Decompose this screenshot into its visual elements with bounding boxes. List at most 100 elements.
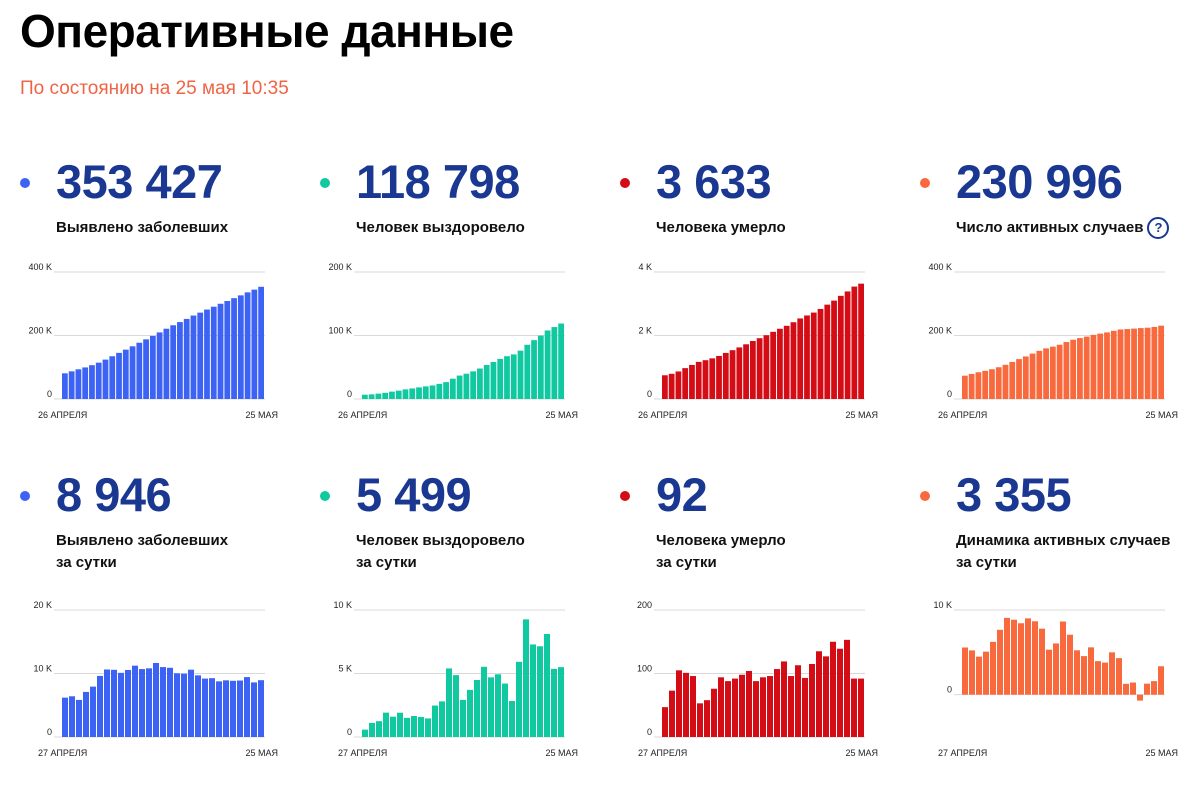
help-icon[interactable]: ? <box>1147 217 1170 240</box>
chart-bar <box>683 672 689 737</box>
y-tick-label: 100 K <box>328 326 352 336</box>
chart-bar <box>237 680 243 737</box>
chart-bar <box>474 679 480 737</box>
chart-bar <box>197 312 204 399</box>
x-tick-label-start: 27 АПРЕЛЯ <box>638 748 687 758</box>
chart-bar <box>402 389 409 399</box>
chart-bar <box>390 716 396 737</box>
chart-bar <box>202 678 208 737</box>
chart-bar <box>89 365 95 399</box>
chart-bar <box>456 375 463 399</box>
chart-bar <box>1070 339 1077 399</box>
y-tick-label: 200 K <box>928 326 952 336</box>
chart-bar <box>467 689 473 737</box>
x-tick-label-end: 25 МАЯ <box>545 410 578 420</box>
stat-label: Число активных случаев? <box>956 217 1170 240</box>
chart-bar <box>104 669 110 737</box>
chart-bar <box>975 372 982 399</box>
chart-bar <box>729 350 736 399</box>
series-dot-icon <box>620 491 630 501</box>
chart-bar <box>551 668 557 737</box>
chart-bar <box>146 668 152 737</box>
chart-bar <box>962 647 968 695</box>
chart-bar <box>244 677 250 737</box>
stat-label: Человек выздоровело <box>356 217 525 239</box>
chart-bar <box>177 322 183 399</box>
chart-bar <box>1056 344 1063 399</box>
series-dot-icon <box>20 178 30 188</box>
bar-chart: 0 2 K 4 K 26 АПРЕЛЯ 25 МАЯ <box>638 262 878 420</box>
chart-bar <box>509 700 515 737</box>
chart-bar <box>1060 621 1066 695</box>
chart-bar <box>102 359 109 399</box>
chart-bar <box>1137 328 1144 399</box>
x-tick-label-start: 27 АПРЕЛЯ <box>38 748 87 758</box>
chart-bar <box>230 680 236 737</box>
chart-bar <box>258 680 264 737</box>
y-tick-label: 0 <box>947 389 952 399</box>
chart-bar <box>1053 643 1059 695</box>
chart-bar <box>824 304 831 399</box>
chart-bar <box>1067 634 1073 695</box>
chart-bar <box>195 675 201 737</box>
chart-bar <box>790 322 797 399</box>
y-tick-label: 100 <box>637 664 652 674</box>
chart-bar <box>1124 329 1131 399</box>
chart-bar <box>1039 628 1045 695</box>
chart-bar <box>669 690 675 737</box>
chart-bar <box>495 674 501 737</box>
chart-bar <box>746 670 752 737</box>
chart-bar <box>1151 681 1157 695</box>
chart-bar <box>544 330 551 399</box>
chart-bar <box>1144 327 1151 399</box>
chart-bar <box>90 686 96 737</box>
chart-bar <box>1116 658 1122 695</box>
stat-value: 8 946 <box>56 468 172 521</box>
chart-bar <box>523 619 529 737</box>
stat-label-line1: Выявлено заболевших <box>56 219 229 236</box>
chart-bar <box>682 368 689 399</box>
chart-bar <box>118 672 124 737</box>
x-tick-label-end: 25 МАЯ <box>845 410 878 420</box>
chart-bar <box>422 386 429 399</box>
chart-bar <box>163 328 170 399</box>
chart-bar <box>109 356 116 399</box>
chart-bar <box>783 325 790 399</box>
stat-card: 5 499 Человек выздоровело за сутки 0 5 K 10 K… <box>320 468 590 788</box>
series-dot-icon <box>320 178 330 188</box>
chart-bar <box>689 364 695 399</box>
chart-bar <box>62 373 68 399</box>
x-tick-label-end: 25 МАЯ <box>245 410 278 420</box>
x-tick-label-start: 27 АПРЕЛЯ <box>338 748 387 758</box>
chart-bar <box>251 682 257 737</box>
chart-bar <box>817 308 824 399</box>
chart-bar <box>1090 334 1097 399</box>
chart-bar <box>129 346 136 399</box>
chart-bar <box>1063 342 1070 399</box>
chart-bar <box>722 352 729 399</box>
chart-bar <box>1151 326 1158 399</box>
stat-card: 353 427 Выявлено заболевших 0 200 K 400 K 26 … <box>20 155 290 475</box>
chart-bar <box>756 338 763 399</box>
chart-bar <box>368 394 375 399</box>
chart-bar <box>990 641 996 695</box>
chart-bar <box>968 373 975 399</box>
chart-bar <box>1117 329 1124 399</box>
chart-bar <box>139 669 145 737</box>
chart-bar <box>223 680 229 737</box>
chart-bar <box>1036 350 1043 399</box>
chart-bar <box>795 665 801 737</box>
y-tick-label: 10 K <box>333 600 352 610</box>
chart-bar <box>97 675 103 737</box>
stat-value: 5 499 <box>356 468 472 521</box>
chart-bar <box>446 668 452 737</box>
x-tick-label-end: 25 МАЯ <box>845 748 878 758</box>
chart-bar <box>449 378 456 399</box>
y-tick-label: 0 <box>47 389 52 399</box>
chart-bar <box>695 361 702 399</box>
bar-chart: 0 10 K 27 АПРЕЛЯ 25 МАЯ <box>933 600 1178 758</box>
stat-label-line1: Человек выздоровело <box>356 219 525 236</box>
chart-bar <box>732 678 738 737</box>
stat-label-line2: за сутки <box>656 554 717 571</box>
chart-bar <box>132 665 138 737</box>
